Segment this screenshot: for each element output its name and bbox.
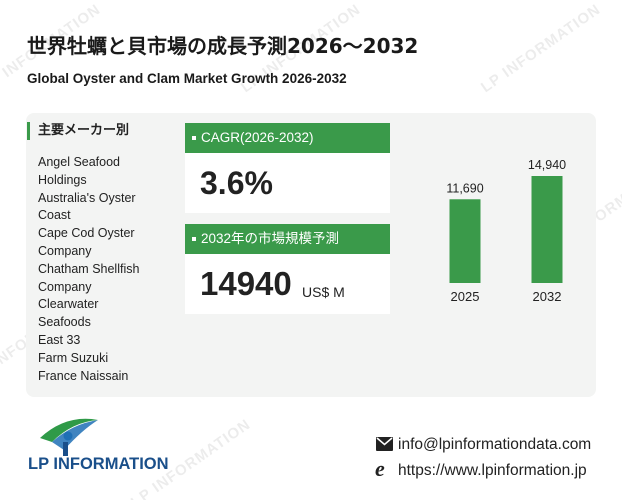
cagr-value: 3.6% [200, 165, 273, 201]
list-item: Clearwater [38, 297, 99, 312]
page-subtitle: Global Oyster and Clam Market Growth 202… [27, 71, 347, 86]
envelope-icon [376, 437, 393, 451]
lp-logo-icon: LP INFORMATION [28, 418, 169, 473]
data-label-2032: 14,940 [528, 158, 566, 172]
manufacturers-list: Angel Seafood Holdings Australia's Oyste… [38, 154, 160, 385]
forecast-label-band: 2032年の市場規模予測 [185, 224, 390, 254]
tick-label-2032: 2032 [533, 289, 562, 304]
list-item: Holdings [38, 172, 87, 187]
list-item: Angel Seafood [38, 155, 121, 169]
contact-website[interactable]: https://www.lpinformation.jp [398, 462, 587, 479]
list-item: Farm Suzuki [38, 350, 109, 365]
list-item: Cape Cod Oyster [38, 226, 135, 241]
list-item: Coast [38, 208, 71, 223]
bullet-icon [192, 136, 196, 140]
list-item: Company [38, 279, 92, 294]
bullet-icon [192, 237, 196, 241]
data-label-2025: 11,690 [446, 181, 483, 195]
page-title: 世界牡蠣と貝市場の成長予測2026～2032 [27, 34, 419, 58]
bar-2025 [449, 199, 481, 283]
tick-label-2025: 2025 [451, 289, 480, 304]
market-bar-chart: 11,690 2025 14,940 2032 [446, 158, 566, 304]
list-item: East 33 [38, 332, 81, 347]
logo-brand-text: LP INFORMATION [28, 455, 169, 473]
cagr-label: CAGR(2026-2032) [201, 130, 314, 145]
list-item: Chatham Shellfish [38, 261, 140, 276]
watermark-text: LP INFORMATION [477, 0, 604, 97]
cagr-card [185, 153, 390, 213]
list-item: France Naissain [38, 368, 129, 383]
list-item: Australia's Oyster [38, 190, 136, 205]
forecast-value: 14940 [200, 265, 292, 302]
list-item: Company [38, 243, 92, 258]
contact-email[interactable]: info@lpinformationdata.com [398, 436, 592, 453]
cagr-label-band: CAGR(2026-2032) [185, 123, 390, 153]
forecast-card [185, 254, 390, 314]
manufacturers-heading: 主要メーカー別 [27, 122, 129, 140]
web-e-icon: e [375, 456, 385, 481]
list-item: Seafoods [38, 315, 91, 330]
bar-2032 [531, 176, 563, 283]
forecast-unit: US$ M [302, 284, 345, 300]
forecast-label: 2032年の市場規模予測 [201, 231, 340, 246]
